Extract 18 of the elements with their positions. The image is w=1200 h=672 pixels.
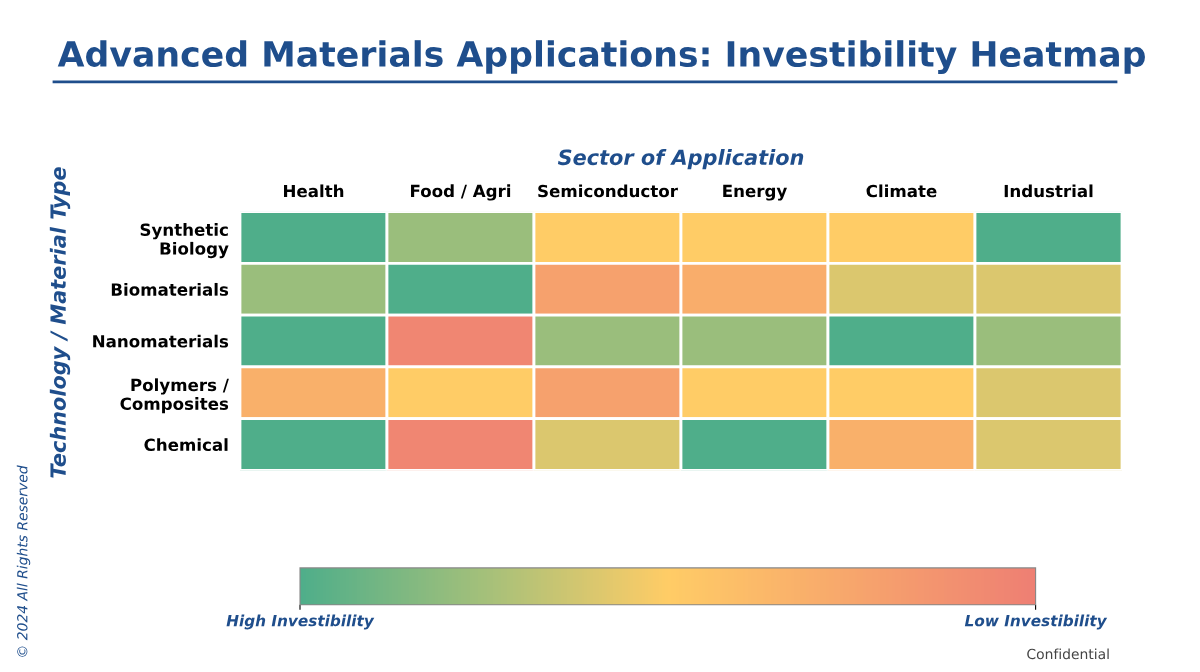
x-tick-label: Energy — [723, 184, 787, 201]
x-axis-title: Sector of Application — [557, 149, 804, 170]
x-tick-label: Industrial — [1004, 184, 1093, 198]
text: Confidential — [1027, 648, 1109, 660]
chart-title: Advanced Materials Applications: Investibility Heatmap — [57, 40, 1145, 75]
y-axis-title: Technology / Material Type — [49, 167, 71, 478]
y-tick-label: Nanomaterials — [93, 334, 229, 348]
y-tick-label: Polymers / Composites — [120, 378, 229, 414]
text: © 2024 All Rights Reserved — [16, 465, 31, 657]
x-tick-label: Food / Agri — [411, 184, 511, 201]
x-tick-label: Semiconductor — [538, 184, 678, 198]
y-tick-label: Biomaterials — [111, 282, 229, 296]
y-tick-label: Chemical — [144, 438, 228, 452]
y-tick-label: Synthetic Biology — [140, 223, 229, 259]
x-tick-label: Health — [284, 184, 344, 198]
x-tick-label: Climate — [866, 184, 937, 198]
color-bar-label: High Investibility — [226, 614, 375, 630]
color-bar-label: Low Investibility — [964, 614, 1108, 630]
